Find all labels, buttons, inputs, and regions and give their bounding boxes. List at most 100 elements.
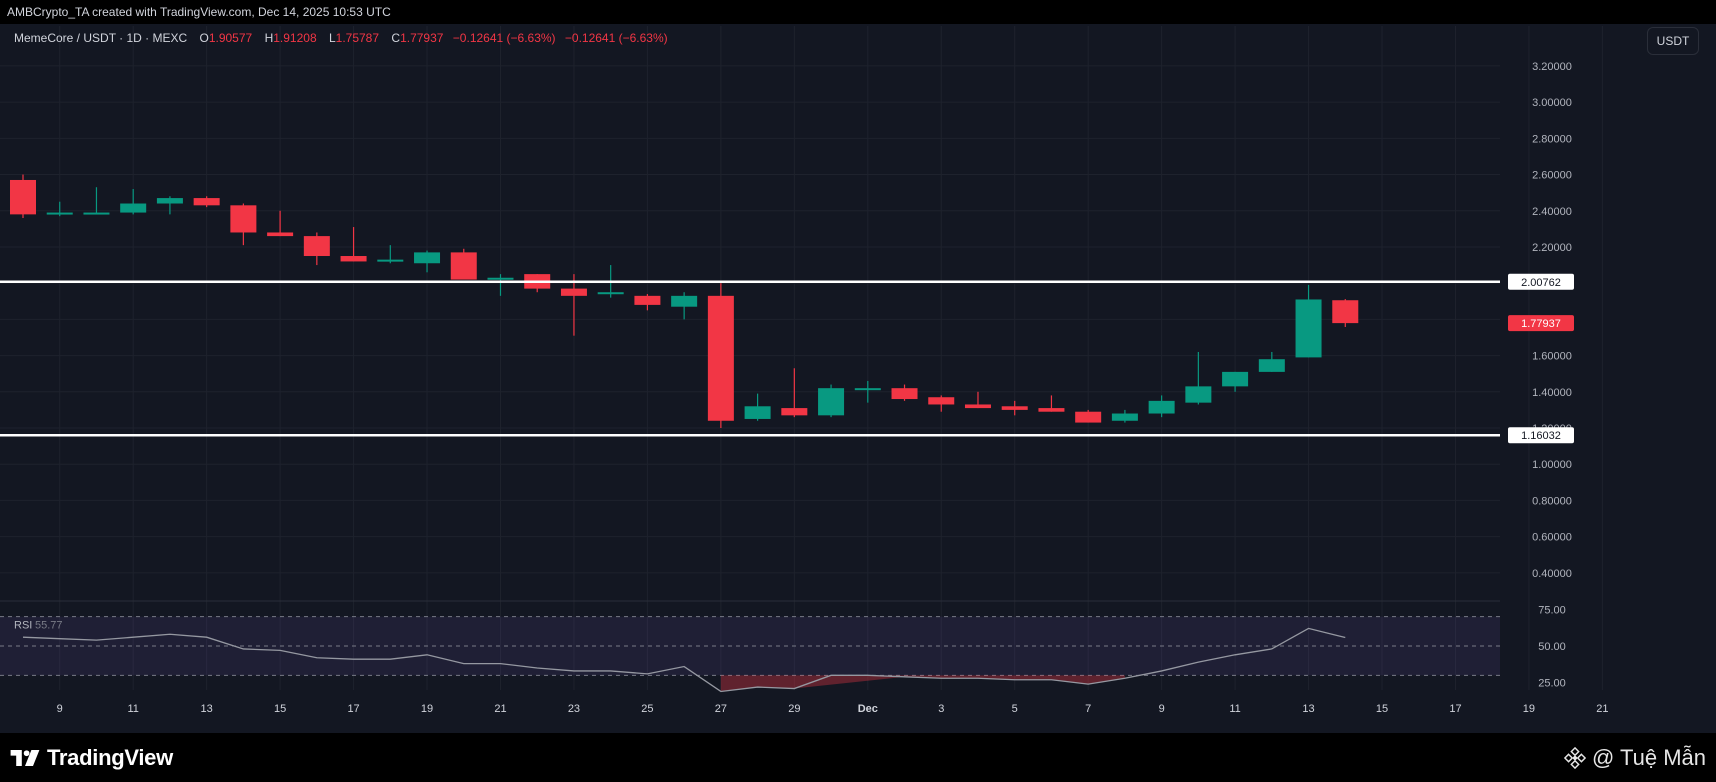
low-value: 1.75787 [335,31,380,45]
time-tick-label: 11 [127,703,138,715]
candle-body [1038,408,1065,412]
time-axis: 9 11 13 15 17 19 21 23 25 27 29 Dec 3 5 7 9 11 13 15 17 19 21 [57,703,1609,715]
rsi-pane: RSI 55.77 [0,616,1500,693]
price-tick-label: 2.60000 [1532,170,1572,182]
last-price-badge-box [1508,315,1574,332]
candle-body [1148,400,1175,414]
candle-body [854,388,881,391]
candle-body [1185,386,1212,403]
price-tick-label: 2.20000 [1532,242,1572,254]
high-label: H [264,31,274,45]
candle-body [560,288,587,296]
candle-body [891,388,918,400]
time-tick-label: 21 [1596,703,1608,715]
candle-body [707,295,734,421]
candle-body [1295,299,1322,358]
price-unit-button[interactable]: USDT [1647,27,1699,55]
time-tick-label: 15 [1376,703,1388,715]
rsi-tick-label: 50.00 [1538,641,1566,653]
chart-canvas[interactable]: RSI55.770.400000.600000.800001.000001.20… [0,24,1716,733]
rsi-tick-label: 75.00 [1538,604,1566,616]
price-tick-label: 0.80000 [1532,495,1572,507]
candle-body [377,259,404,262]
time-tick-label: 21 [494,703,506,715]
chart-background [0,24,1716,733]
candle-body [46,212,73,215]
watermark: @ Tuệ Mẫn [1563,745,1706,771]
time-tick-label: 9 [57,703,63,715]
level-badge-label: 1.16032 [1521,430,1561,442]
price-tick-label: 2.40000 [1532,206,1572,218]
candle-body [1332,300,1359,324]
candle-body [303,236,330,257]
time-tick-label: 17 [1449,703,1461,715]
price-tick-label: 0.60000 [1532,532,1572,544]
time-tick-label: 13 [201,703,213,715]
time-tick-label: 19 [421,703,433,715]
candle-body [1001,406,1028,410]
level-badge-box [1508,427,1574,444]
tradingview-brand[interactable]: TradingView [10,745,173,771]
close-value: 1.77937 [400,31,444,45]
rsi-title: RSI [14,620,32,632]
footer-bar: TradingView @ Tuệ Mẫn [0,733,1716,782]
close-label: C [391,31,401,45]
high-value: 1.91208 [273,31,317,45]
symbol-label[interactable]: MemeCore / USDT · 1D · MEXC [14,31,188,45]
level-badge: 1.16032 [1508,427,1574,444]
attribution-bar: AMBCrypto_TA created with TradingView.co… [0,0,1716,24]
candle-body [267,232,294,237]
rsi-tick-label: 25.00 [1538,678,1566,690]
time-tick-label: 9 [1159,703,1165,715]
candle-body [120,203,147,213]
price-tick-label: 1.40000 [1532,387,1572,399]
candle-body [83,212,110,215]
time-tick-label: 19 [1523,703,1535,715]
candle-body [1258,359,1285,372]
price-tick-label: 1.60000 [1532,351,1572,363]
price-tick-label: 3.00000 [1532,97,1572,109]
attribution-text: AMBCrypto_TA created with TradingView.co… [7,5,391,19]
rsi-value: 55.77 [35,620,63,632]
candle-body [781,408,808,416]
last-price-badge: 1.77937 [1508,315,1574,332]
candle-body [156,198,183,204]
watermark-text: @ Tuệ Mẫn [1591,745,1706,770]
diamond-icon [1563,747,1586,769]
level-badge-box [1508,273,1574,290]
level-badge-label: 2.00762 [1521,277,1561,289]
tradingview-logo-icon [10,750,40,766]
candle-body [487,277,514,280]
chart-legend: MemeCore / USDT · 1D · MEXC O1.90577 H1.… [14,31,668,45]
time-tick-label: 27 [715,703,727,715]
rsi-line [22,627,1346,693]
price-tick-label: 2.80000 [1532,133,1572,145]
open-value: 1.90577 [208,31,253,45]
candle-body [1111,413,1138,421]
candle-body [193,198,220,206]
candle-body [1222,371,1249,387]
candle-body [928,397,955,405]
last-price-badge-label: 1.77937 [1521,318,1561,330]
candle-body [10,179,36,215]
candle-body [964,404,991,409]
change-value: −0.12641 (−6.63%) [452,31,556,45]
candle-body [1075,411,1102,423]
candle-body [230,205,257,233]
time-tick-label: 23 [568,703,580,715]
time-tick-label: Dec [858,703,878,715]
time-tick-label: 17 [347,703,359,715]
price-tick-label: 1.00000 [1532,459,1572,471]
time-tick-label: 13 [1302,703,1314,715]
grid-lines [0,26,1603,690]
low-label: L [328,31,336,45]
level-badge: 2.00762 [1508,273,1574,290]
time-tick-label: 5 [1012,703,1018,715]
time-tick-label: 3 [938,703,944,715]
price-tick-label: 0.40000 [1532,568,1572,580]
candle-body [597,292,624,295]
candle-body [818,388,845,416]
candle-body [634,295,661,305]
candle-body [671,295,698,307]
tradingview-wordmark: TradingView [47,745,173,770]
